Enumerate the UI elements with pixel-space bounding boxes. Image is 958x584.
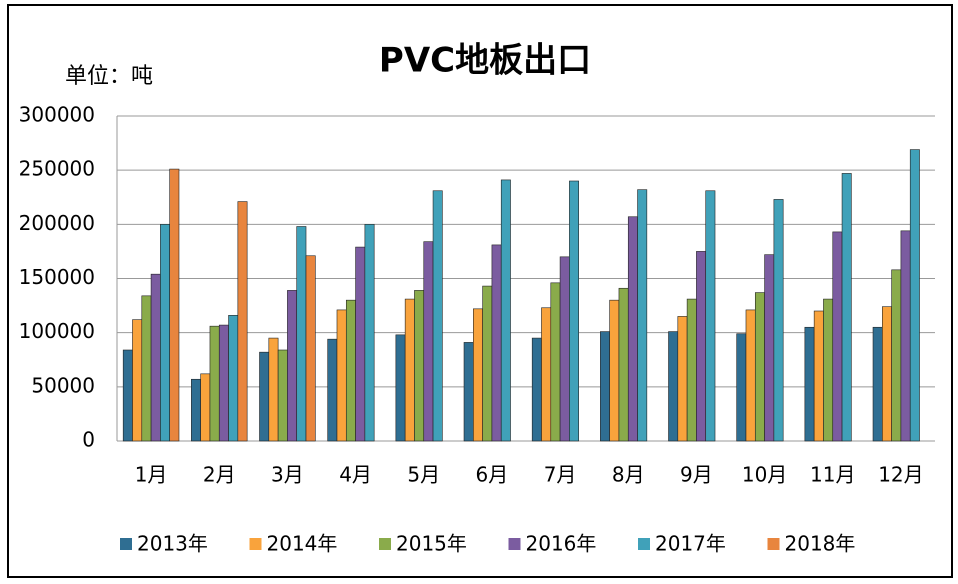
bar (259, 351, 270, 442)
x-tick-label: 7月 (544, 463, 577, 487)
bar (150, 273, 161, 442)
bar (200, 373, 211, 442)
legend-swatch (767, 538, 780, 550)
legend-swatch (379, 538, 391, 550)
bar (169, 168, 180, 442)
bar (569, 180, 579, 442)
bar (305, 255, 316, 442)
bar (218, 324, 229, 442)
bar (891, 269, 902, 442)
x-tick-label: 9月 (680, 463, 713, 487)
y-tick-label: 250000 (19, 157, 95, 181)
y-tick-label: 0 (82, 428, 95, 452)
x-tick-label: 1月 (135, 463, 168, 487)
x-tick-label: 3月 (271, 463, 304, 487)
bar (745, 309, 756, 442)
legend-swatch (120, 538, 132, 550)
bar (491, 244, 502, 442)
bar (823, 298, 834, 442)
legend-label: 2017年 (655, 532, 726, 556)
legend-label: 2015年 (396, 532, 467, 556)
bar (668, 331, 679, 442)
frame (7, 4, 953, 578)
bar (627, 216, 638, 442)
bar (618, 287, 629, 442)
x-tick-label: 8月 (612, 463, 645, 487)
bar (531, 337, 542, 442)
legend-swatch (508, 538, 521, 550)
x-tick-label: 6月 (476, 463, 509, 487)
bar (355, 246, 366, 442)
bar (423, 241, 434, 442)
legend-label: 2018年 (785, 532, 856, 556)
bar (432, 190, 443, 442)
bar (336, 309, 347, 442)
bar (228, 315, 239, 442)
bar (841, 173, 852, 442)
bar (122, 349, 133, 442)
bar (132, 319, 143, 442)
bar (237, 201, 248, 442)
x-tick-label: 2月 (203, 463, 236, 487)
legend-swatch (638, 538, 650, 550)
bar (191, 378, 201, 442)
x-tick-label: 12月 (878, 463, 923, 487)
bar (609, 299, 620, 442)
bar (414, 290, 425, 442)
bar (500, 179, 511, 442)
bar (773, 199, 784, 442)
bar (327, 338, 338, 442)
bar (364, 224, 375, 442)
bar (882, 306, 892, 442)
bar (404, 298, 415, 442)
bar (764, 254, 775, 442)
bar (277, 349, 288, 442)
bar (550, 282, 561, 442)
y-tick-label: 200000 (19, 211, 95, 235)
legend-label: 2016年 (526, 532, 597, 556)
bar (345, 299, 356, 442)
y-tick-label: 50000 (31, 373, 95, 397)
bar (900, 230, 911, 442)
bar (473, 308, 483, 442)
x-tick-label: 11月 (810, 463, 855, 487)
bar (909, 149, 920, 442)
legend-swatch (249, 538, 262, 550)
bar (482, 285, 493, 442)
bar (160, 224, 170, 442)
bar (296, 226, 307, 442)
bar (832, 231, 843, 442)
bar (705, 190, 716, 442)
bar (559, 256, 570, 442)
bar (813, 310, 824, 442)
bar (268, 337, 279, 442)
y-tick-label: 100000 (19, 319, 95, 343)
bar (736, 333, 747, 442)
bar (395, 334, 406, 442)
bar (637, 189, 648, 442)
legend-label: 2014年 (267, 532, 338, 556)
bar (754, 292, 765, 442)
bar (463, 342, 474, 442)
chart-title: PVC地板出口 (379, 41, 591, 81)
bar (600, 331, 610, 442)
bar (872, 326, 883, 442)
bar (686, 298, 697, 442)
bar (804, 326, 815, 442)
x-tick-label: 5月 (407, 463, 440, 487)
y-tick-label: 150000 (19, 265, 95, 289)
x-tick-label: 4月 (339, 463, 372, 487)
bar (696, 251, 707, 442)
legend-label: 2013年 (137, 532, 208, 556)
bar (209, 325, 220, 442)
bar (541, 307, 552, 442)
y-tick-label: 300000 (19, 103, 95, 127)
bar (141, 295, 152, 442)
bar (677, 316, 688, 442)
bar (287, 290, 298, 442)
x-tick-label: 10月 (742, 463, 787, 487)
unit-label: 单位：吨 (65, 64, 153, 89)
